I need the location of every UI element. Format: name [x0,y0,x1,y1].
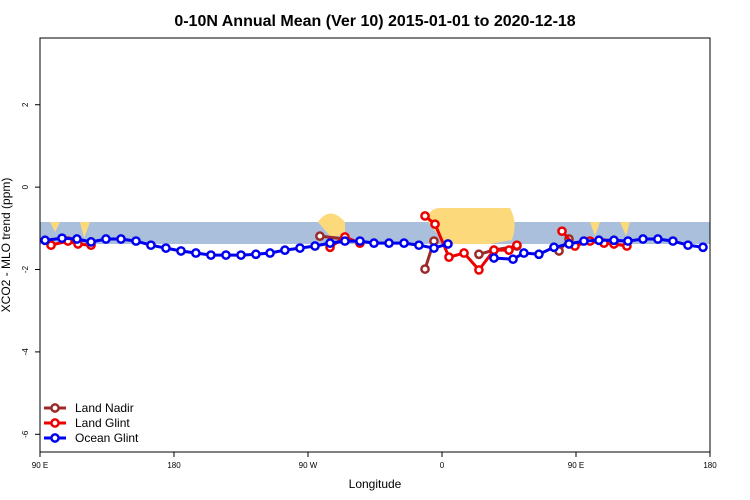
data-point [564,239,574,249]
data-point [399,238,409,248]
data-point [191,248,201,258]
data-point [206,250,216,260]
x-tick-label: 180 [703,461,717,470]
data-point [474,249,484,260]
data-point [504,245,514,255]
data-point [72,234,82,244]
data-point [325,238,335,248]
x-tick-label: 90 W [299,461,318,470]
data-point [340,236,350,246]
y-tick-label: -6 [21,430,30,438]
data-point [116,234,126,244]
y-tick-label: 2 [21,102,30,107]
data-point [653,234,663,244]
data-point [251,249,261,260]
data-point [236,250,246,260]
data-point [429,243,439,253]
y-tick-label: 0 [21,184,30,189]
data-point [265,248,275,258]
data-point [698,242,708,253]
data-point [638,234,648,244]
data-point [280,245,290,255]
legend-label: Land Glint [75,416,130,430]
data-point [489,253,499,263]
data-point [534,249,544,260]
data-point [86,237,96,247]
y-tick-label: -2 [21,265,30,273]
data-point [512,240,522,251]
legend-label: Ocean Glint [75,431,139,445]
data-point [310,241,320,251]
data-point [57,233,67,244]
data-point [221,250,231,260]
data-point [459,248,469,258]
series-line [319,234,571,270]
x-tick-label: 90 E [32,461,48,470]
data-point [420,211,430,221]
data-point [668,236,678,246]
y-tick-label: -4 [21,348,30,356]
data-point [146,240,156,251]
data-point [609,235,619,246]
data-point [430,219,440,230]
legend-marker [50,418,60,428]
chart-title: 0-10N Annual Mean (Ver 10) 2015-01-01 to… [174,13,575,30]
data-point [579,236,589,246]
data-point [519,248,529,258]
map-band [40,222,710,244]
data-point [683,240,693,251]
data-point [474,265,484,275]
x-tick-label: 90 E [568,461,584,470]
data-point [489,245,499,255]
map-land [428,208,515,244]
data-point [176,246,186,256]
legend-label: Land Nadir [75,401,134,415]
data-point [443,239,453,249]
data-point [444,252,454,263]
x-axis-label: Longitude [349,477,402,491]
y-axis-label: XCO2 - MLO trend (ppm) [0,178,13,313]
data-point [161,243,171,253]
legend-marker [50,403,60,413]
data-point [549,242,559,253]
data-point [46,240,56,251]
data-point [623,236,633,246]
data-point [508,254,518,265]
data-point [131,236,141,246]
data-point [40,235,50,246]
plot-frame [39,37,711,453]
data-point [295,243,305,253]
data-point [414,240,424,251]
map-land [318,213,345,236]
x-tick-label: 180 [167,461,181,470]
data-point [369,238,379,248]
x-tick-label: 0 [440,461,445,470]
data-point [101,234,111,244]
data-point [557,226,567,237]
data-point [420,264,430,274]
data-point [315,231,325,241]
data-point [384,238,394,248]
data-point [594,235,604,246]
legend-marker [50,433,60,443]
data-point [355,236,365,246]
